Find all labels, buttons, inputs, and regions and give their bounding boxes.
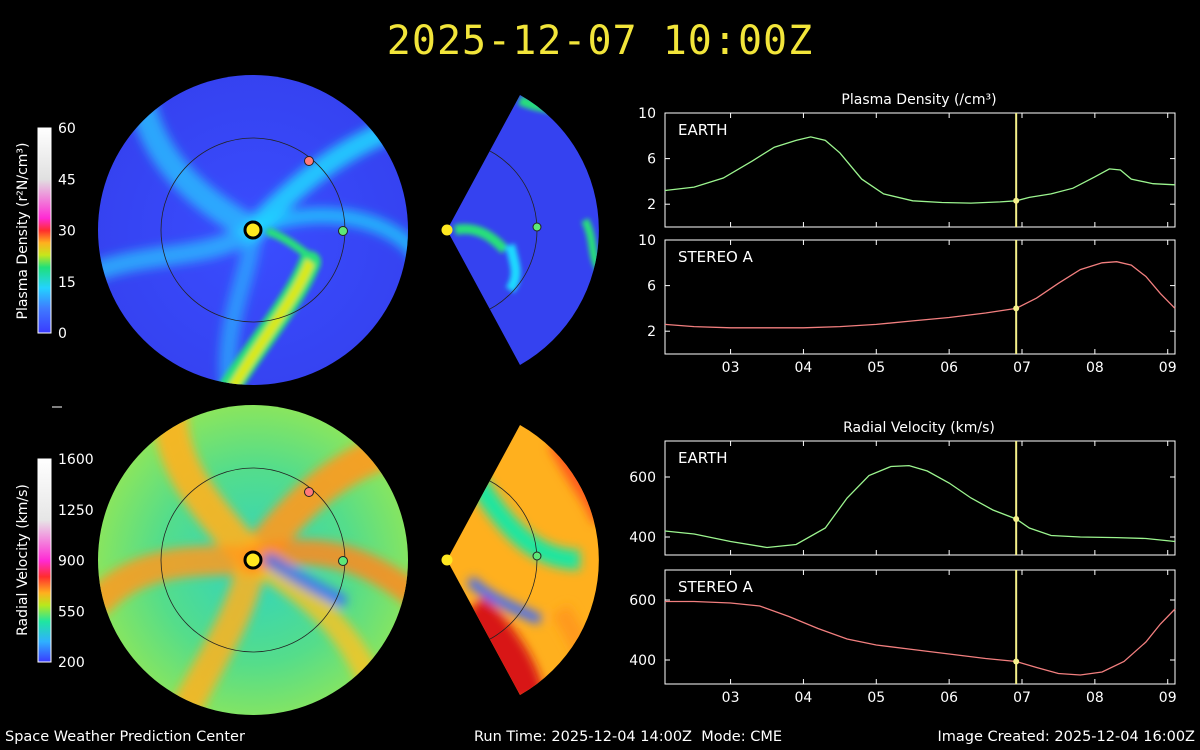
x-tick-label: 05 [867, 690, 885, 706]
panel-label-stereo-a: STEREO A [678, 248, 754, 266]
density-colorbar-tick-label: 15 [58, 275, 76, 291]
stereo-a-marker [304, 487, 314, 497]
x-tick-label: 08 [1086, 360, 1104, 376]
footer-image-created: Image Created: 2025-12-04 16:00Z [937, 729, 1196, 745]
x-tick-label: 06 [940, 360, 958, 376]
earth-marker [338, 226, 348, 236]
x-tick-label: 07 [1013, 690, 1031, 706]
footer-org: Space Weather Prediction Center [5, 729, 245, 745]
stereo-a-marker [304, 156, 314, 166]
chart-title-timestamp: 2025-12-07 10:00Z [386, 18, 814, 64]
current-value-dot [1013, 305, 1020, 312]
panel-label-stereo-a: STEREO A [678, 578, 754, 596]
current-value-dot [1013, 516, 1020, 522]
density-colorbar: 60 45 30 15 0 Plasma Density (r²N/cm³) [15, 121, 76, 342]
y-tick-label: 6 [647, 152, 656, 168]
x-tick-label: 05 [867, 360, 885, 376]
velocity-colorbar: 1600 1250 900 550 200 Radial Velocity (km/s) [15, 452, 94, 671]
chart-panel-earth: 2 6 10 EARTH [638, 106, 1176, 228]
panel-label-earth: EARTH [678, 121, 728, 139]
velocity-chart-title: Radial Velocity (km/s) [843, 420, 995, 436]
density-colorbar-label: Plasma Density (r²N/cm³) [15, 143, 31, 320]
x-tick-label: 03 [722, 690, 740, 706]
velocity-ecliptic-disk [98, 405, 408, 715]
y-tick-label: 600 [629, 593, 656, 609]
x-tick-label: 09 [1159, 360, 1177, 376]
plot-frame [664, 569, 1176, 685]
velocity-colorbar-tick-label: 1250 [58, 503, 94, 519]
series-line-stereo-a [664, 261, 1176, 329]
velocity-colorbar-tick-label: 550 [58, 604, 85, 620]
density-ecliptic-disk [98, 75, 408, 385]
y-tick-label: 2 [647, 197, 656, 213]
time-series-charts: 2 6 10 EARTH 03 04 05 06 07 08 09 2 6 10 STEREO A 400 60… [629, 92, 1176, 706]
plot-frame [664, 239, 1176, 355]
sun-marker [243, 550, 263, 570]
earth-marker [532, 551, 542, 561]
density-chart-title: Plasma Density (/cm³) [841, 92, 996, 108]
density-colorbar-tick-label: 30 [58, 224, 76, 240]
sun-marker [243, 220, 263, 240]
chart-panel-stereo-a: 03 04 05 06 07 08 09 400 600 STEREO A [629, 569, 1177, 706]
plot-frame [664, 112, 1176, 228]
x-tick-label: 04 [795, 690, 813, 706]
chart-panel-earth: 400 600 EARTH [629, 440, 1176, 556]
x-tick-label: 03 [722, 360, 740, 376]
earth-marker [338, 556, 348, 566]
current-value-dot [1013, 658, 1020, 665]
velocity-colorbar-tick-label: 1600 [58, 452, 94, 468]
x-tick-label: 08 [1086, 690, 1104, 706]
y-tick-label: 10 [638, 106, 656, 122]
plot-frame [664, 440, 1176, 556]
sun-marker [441, 554, 453, 566]
density-colorbar-tick-label: 0 [58, 326, 67, 342]
density-colorbar-tick-label: 60 [58, 121, 76, 137]
series-line-earth [664, 136, 1176, 204]
panel-label-earth: EARTH [678, 449, 728, 467]
y-tick-label: 10 [638, 233, 656, 249]
density-colorbar-tick-label: 45 [58, 172, 76, 188]
x-tick-label: 06 [940, 690, 958, 706]
velocity-colorbar-tick-label: 900 [58, 554, 85, 570]
current-value-dot [1013, 197, 1020, 204]
series-line-stereo-a [665, 600, 1176, 676]
y-tick-label: 400 [629, 653, 656, 669]
footer-run-info: Run Time: 2025-12-04 14:00Z Mode: CME [474, 729, 782, 745]
x-tick-label: 09 [1159, 690, 1177, 706]
chart-panel-stereo-a: 03 04 05 06 07 08 09 2 6 10 STEREO A [638, 233, 1176, 376]
mode: Mode: CME [701, 729, 783, 745]
x-tick-label: 04 [795, 360, 813, 376]
run-time: Run Time: 2025-12-04 14:00Z [474, 729, 692, 745]
series-line-earth [664, 464, 1176, 549]
sun-marker [441, 224, 453, 236]
y-tick-label: 2 [647, 324, 656, 340]
earth-marker [532, 222, 542, 232]
x-tick-label: 07 [1013, 360, 1031, 376]
velocity-colorbar-label: Radial Velocity (km/s) [15, 484, 31, 636]
y-tick-label: 600 [629, 470, 656, 486]
velocity-colorbar-tick-label: 200 [58, 655, 85, 671]
y-tick-label: 6 [647, 279, 656, 295]
y-tick-label: 400 [629, 530, 656, 546]
